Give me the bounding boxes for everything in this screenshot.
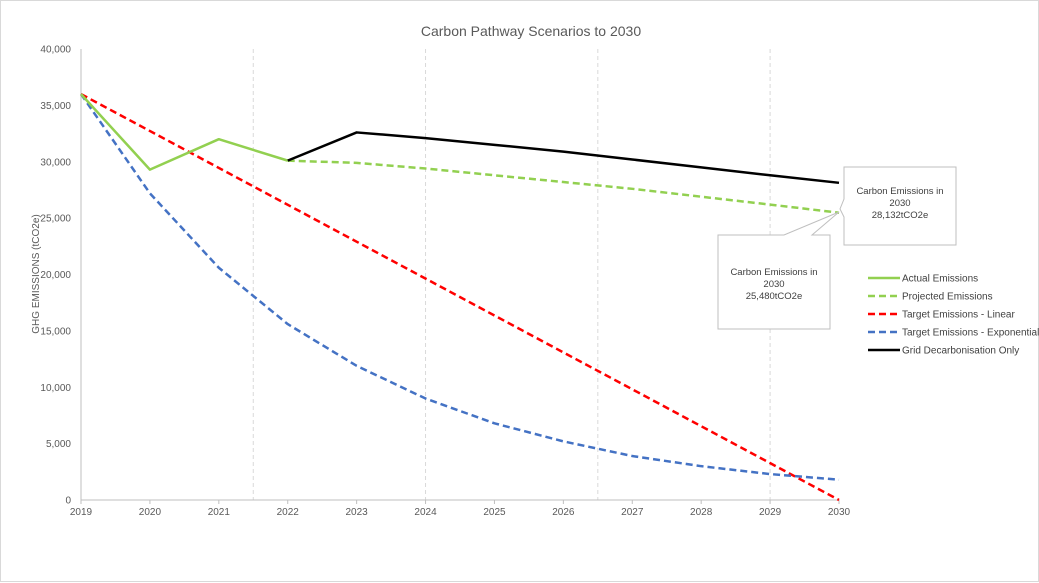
x-tick-label: 2020 bbox=[139, 507, 162, 518]
callout-projected-2030: Carbon Emissions in 2030 25,480tCO2e bbox=[717, 211, 840, 330]
y-tick-label: 30,000 bbox=[40, 157, 71, 168]
axes bbox=[80, 49, 839, 501]
callout-grid-2030: Carbon Emissions in 2030 28,132tCO2e bbox=[839, 166, 957, 246]
x-tick-label: 2028 bbox=[690, 507, 713, 518]
y-tick-labels: 0 5,000 10,000 15,000 20,000 25,000 30,000 35,0… bbox=[40, 45, 71, 507]
callout-grid-line-1: Carbon Emissions in bbox=[856, 186, 943, 197]
legend-label-target-emissions-exponential: Target Emissions - Exponential bbox=[902, 328, 1039, 339]
legend: Actual Emissions Projected Emissions Targe… bbox=[868, 274, 1039, 357]
y-tick-label: 40,000 bbox=[40, 45, 71, 56]
callout-projected-line-2: 2030 bbox=[763, 279, 784, 290]
x-tick-label: 2021 bbox=[208, 507, 231, 518]
series-line-grid-decarbonisation-only bbox=[287, 131, 840, 185]
legend-label-grid-decarbonisation-only: Grid Decarbonisation Only bbox=[902, 346, 1019, 357]
series-line-actual-emissions bbox=[80, 93, 289, 171]
x-tick-labels: 2019 2020 2021 2022 2023 2024 2025 2026 2027 2028… bbox=[70, 500, 851, 518]
legend-label-actual-emissions: Actual Emissions bbox=[902, 274, 978, 285]
y-tick-label: 5,000 bbox=[46, 439, 71, 450]
chart-title: Carbon Pathway Scenarios to 2030 bbox=[421, 23, 641, 39]
series-line-target-emissions-exponential bbox=[79, 93, 840, 481]
callout-projected-line-3: 25,480tCO2e bbox=[746, 291, 803, 302]
y-tick-label: 0 bbox=[65, 496, 71, 507]
series-line-projected-emissions bbox=[287, 159, 840, 214]
x-tick-label: 2022 bbox=[277, 507, 300, 518]
legend-label-projected-emissions: Projected Emissions bbox=[902, 292, 993, 303]
y-tick-label: 25,000 bbox=[40, 214, 71, 225]
series-line-target-emissions-linear bbox=[80, 92, 840, 502]
y-tick-label: 10,000 bbox=[40, 383, 71, 394]
y-tick-label: 35,000 bbox=[40, 101, 71, 112]
x-tick-label: 2023 bbox=[346, 507, 369, 518]
callout-grid-line-3: 28,132tCO2e bbox=[872, 210, 929, 221]
y-tick-label: 15,000 bbox=[40, 326, 71, 337]
x-tick-label: 2019 bbox=[70, 507, 93, 518]
x-tick-label: 2024 bbox=[414, 507, 437, 518]
y-tick-label: 20,000 bbox=[40, 270, 71, 281]
y-axis-label: GHG EMISSIONS (tCO2e) bbox=[31, 214, 42, 333]
x-tick-label: 2025 bbox=[483, 507, 506, 518]
x-tick-label: 2029 bbox=[759, 507, 782, 518]
x-tick-label: 2027 bbox=[621, 507, 644, 518]
legend-label-target-emissions-linear: Target Emissions - Linear bbox=[902, 310, 1015, 321]
series-lines bbox=[79, 92, 840, 502]
gridlines bbox=[252, 49, 771, 500]
x-tick-label: 2030 bbox=[828, 507, 851, 518]
x-tick-label: 2026 bbox=[552, 507, 575, 518]
callouts: Carbon Emissions in 2030 28,132tCO2e Car… bbox=[717, 166, 957, 330]
callout-projected-line-1: Carbon Emissions in bbox=[730, 267, 817, 278]
callout-grid-line-2: 2030 bbox=[889, 198, 910, 209]
